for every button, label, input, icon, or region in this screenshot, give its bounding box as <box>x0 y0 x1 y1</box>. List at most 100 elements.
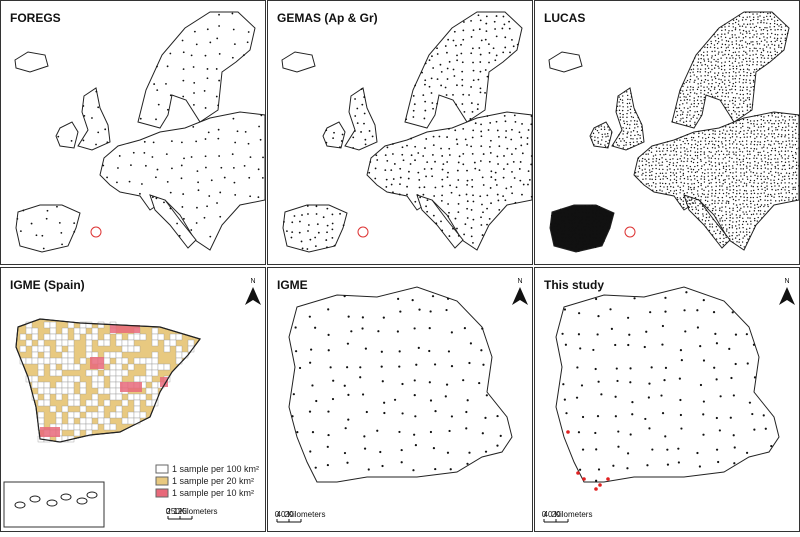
sample-dot <box>616 105 619 108</box>
sample-dot <box>690 68 692 71</box>
grid-cell <box>91 381 99 389</box>
north-arrow <box>779 287 795 305</box>
grid-cell <box>169 339 177 347</box>
sample-dot <box>686 79 689 82</box>
sample-dot <box>782 119 784 121</box>
sample-dot <box>777 164 779 166</box>
sample-dot <box>752 18 755 21</box>
grid-cell <box>73 393 81 401</box>
sample-dot <box>379 450 382 454</box>
sample-dot <box>714 195 716 197</box>
sample-dot <box>753 376 757 379</box>
sample-dot <box>647 153 649 155</box>
sample-dot <box>718 429 721 432</box>
sample-dot <box>680 89 682 92</box>
sample-dot <box>707 172 709 174</box>
sample-dot <box>316 223 319 226</box>
sample-dot <box>678 107 681 110</box>
sample-dot <box>630 131 632 133</box>
sample-dot <box>760 40 763 42</box>
sample-dot <box>511 170 513 173</box>
sample-dot <box>749 136 752 138</box>
sample-dot <box>774 158 776 160</box>
sample-dot <box>746 199 748 201</box>
grid-cell <box>109 393 117 401</box>
sample-dot <box>705 204 707 206</box>
sample-dot <box>489 145 491 148</box>
sample-dot <box>636 131 639 133</box>
sample-dot <box>301 214 303 216</box>
sample-dot <box>746 32 748 34</box>
sample-dot <box>380 365 383 368</box>
sample-dot <box>722 243 724 246</box>
sample-dot <box>722 153 725 156</box>
sample-dot <box>734 77 736 80</box>
sample-dot <box>622 138 624 140</box>
sample-dot <box>735 68 738 70</box>
sample-dot <box>740 244 742 247</box>
sample-dot <box>490 202 492 205</box>
sample-dot <box>571 212 573 215</box>
sample-dot <box>675 181 678 184</box>
sample-dot <box>746 178 749 181</box>
island <box>46 499 58 507</box>
sample-dot <box>694 196 697 199</box>
sample-dot <box>704 133 706 136</box>
sample-dot <box>675 154 678 156</box>
sample-dot <box>692 136 695 139</box>
sample-dot <box>703 164 706 166</box>
sample-dot <box>630 96 633 98</box>
sample-dot <box>457 203 460 205</box>
grid-cell <box>67 423 75 431</box>
sample-dot <box>795 153 797 155</box>
sample-dot <box>363 447 367 450</box>
sample-dot <box>519 179 522 182</box>
grid-cell <box>37 345 45 353</box>
sample-dot <box>696 171 698 173</box>
sample-dot <box>526 137 529 139</box>
sample-dot <box>687 178 689 180</box>
sample-dot <box>479 160 482 162</box>
sample-dot <box>446 67 449 70</box>
sample-dot <box>712 218 714 221</box>
sample-dot <box>682 174 684 176</box>
sample-dot <box>628 102 631 104</box>
sample-dot <box>745 165 748 167</box>
sample-dot <box>308 315 311 318</box>
sample-dot <box>716 29 719 31</box>
sample-dot <box>773 48 776 50</box>
sample-dot <box>694 151 696 153</box>
sample-dot <box>767 128 770 131</box>
sample-dot <box>700 110 702 112</box>
sample-dot <box>728 160 730 162</box>
sample-dot <box>600 143 602 146</box>
sample-dot <box>104 128 107 131</box>
sample-dot <box>789 146 791 148</box>
sample-dot <box>742 37 745 39</box>
sample-dot <box>585 212 587 214</box>
sample-dot <box>767 177 769 180</box>
sample-dot <box>694 123 696 125</box>
sample-dot <box>584 234 586 236</box>
sample-dot <box>622 116 624 118</box>
sample-dot <box>724 206 727 208</box>
sample-dot <box>428 85 431 88</box>
sample-dot <box>563 240 566 243</box>
sample-dot <box>731 157 733 160</box>
grid-cell <box>19 345 27 353</box>
sample-dot <box>641 157 644 160</box>
grid-cell <box>133 345 141 353</box>
sample-dot <box>742 93 744 96</box>
sample-dot <box>718 163 720 166</box>
sample-dot <box>721 39 723 41</box>
sample-dot <box>757 210 760 212</box>
sample-dot <box>693 175 695 177</box>
sample-dot <box>598 242 601 245</box>
sample-dot <box>718 88 721 91</box>
sample-dot <box>753 179 756 182</box>
sample-dot <box>448 235 451 237</box>
sample-dot <box>466 462 469 465</box>
sample-dot <box>700 175 703 177</box>
sample-dot <box>581 415 585 419</box>
sample-dot <box>640 140 643 143</box>
